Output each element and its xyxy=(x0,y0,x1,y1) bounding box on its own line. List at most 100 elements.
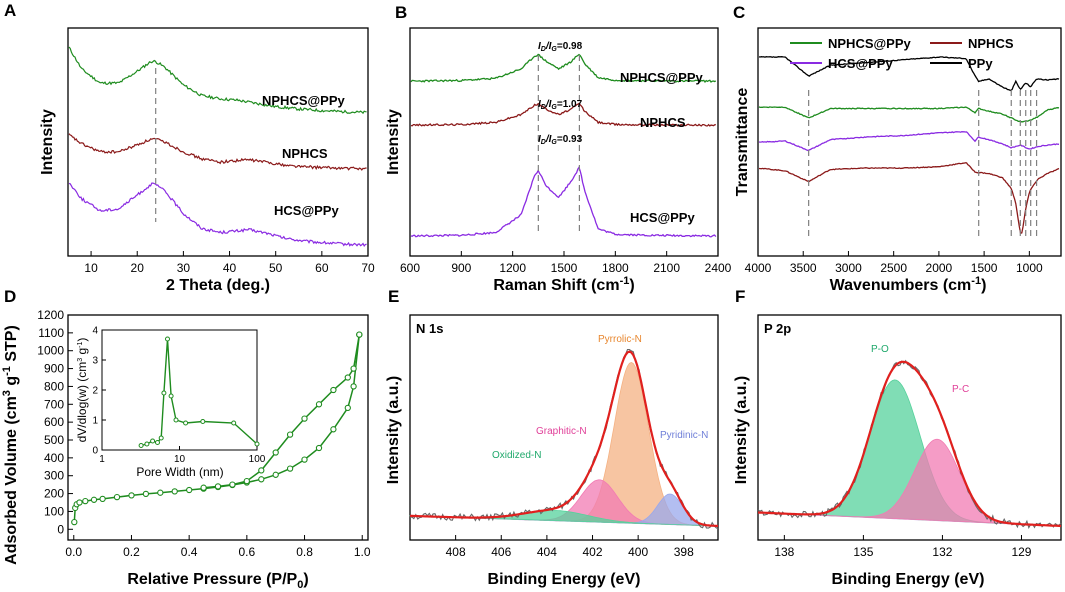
data-point-d-adsorption-7 xyxy=(113,493,121,501)
x-c-tick-label-2: 3000 xyxy=(835,261,862,275)
panel-letter-f: F xyxy=(735,287,745,306)
plot-area-e xyxy=(409,348,719,530)
x-d-tick-label-1: 0.2 xyxy=(123,545,140,559)
x-e-tick-label-5: 398 xyxy=(674,545,694,559)
data-point-d-desorption-1 xyxy=(350,365,357,372)
data-point-d-adsorption-9 xyxy=(142,490,150,498)
inset-data-point-7 xyxy=(168,393,174,399)
x-b-tick-label-0: 600 xyxy=(400,261,420,275)
y-d-tick-label-5: 500 xyxy=(44,433,64,447)
plot-frame-d xyxy=(67,314,369,541)
data-point-d-desorption-3 xyxy=(330,386,337,394)
inset-plot-area xyxy=(138,336,260,448)
x-d-tick-label-2: 0.4 xyxy=(181,545,198,559)
x-axis-title-a: 2 Theta (deg.) xyxy=(166,277,270,294)
data-point-d-adsorption-24 xyxy=(350,383,357,390)
x-f-tick-label-1: 135 xyxy=(853,545,873,559)
inset-data-point-5 xyxy=(161,390,167,396)
panel-letter-c: C xyxy=(733,3,745,22)
plot-frame-e xyxy=(409,314,719,541)
data-point-d-adsorption-22 xyxy=(330,426,337,433)
inset-y-tick-label-2: 2 xyxy=(92,386,98,397)
x-axis-title-f: Binding Energy (eV) xyxy=(832,571,985,588)
x-e-tick-label-3: 402 xyxy=(583,545,603,559)
data-point-d-adsorption-5 xyxy=(90,496,98,503)
panel-e: E 408 406 404 402 400 398 N 1s Binding Energy… xyxy=(385,287,719,588)
x-a-tick-label-6: 70 xyxy=(361,261,375,275)
series-label-a-nphcs-ppy: NPHCS@PPy xyxy=(262,93,346,108)
inset-data-point-0 xyxy=(138,443,144,448)
series-line-b-nphcs-ppy xyxy=(410,53,717,84)
series-line-c-ppy xyxy=(758,56,1060,92)
panel-c: C 4000 3500 3000 2500 2000 1500 1000 Wavenumbe… xyxy=(733,3,1062,294)
x-b-tick-label-1: 900 xyxy=(451,261,471,275)
plot-area-a xyxy=(68,46,367,247)
legend-label-nphcs: NPHCS xyxy=(968,36,1014,51)
peak-label-p-o: P-O xyxy=(871,344,889,355)
y-d-tick-label-9: 900 xyxy=(44,362,64,376)
x-e-tick-label-1: 406 xyxy=(491,545,511,559)
series-line-a-nphcs xyxy=(68,133,367,171)
y-axis-title-a: Intensity xyxy=(39,109,56,175)
inset-data-point-6 xyxy=(165,336,170,342)
data-point-d-desorption-4 xyxy=(315,401,323,408)
panel-letter-e: E xyxy=(388,287,399,306)
core-level-title-f: P 2p xyxy=(764,321,791,336)
peak-label-p-c: P-C xyxy=(952,384,969,395)
inset-y-tick-label-3: 3 xyxy=(92,356,98,367)
y-d-tick-label-6: 600 xyxy=(44,415,64,429)
inset-data-point-1 xyxy=(144,441,150,447)
x-ticks-f: 138 135 132 129 xyxy=(774,535,1032,559)
x-a-tick-label-3: 40 xyxy=(223,261,237,275)
inset-data-point-8 xyxy=(173,417,179,423)
x-e-tick-label-4: 400 xyxy=(628,545,648,559)
inset-y-tick-label-0: 0 xyxy=(92,446,98,457)
x-d-tick-label-4: 0.8 xyxy=(296,545,313,559)
y-d-tick-label-12: 1200 xyxy=(37,308,64,322)
panel-letter-d: D xyxy=(4,287,16,306)
data-point-d-desorption-5 xyxy=(301,415,308,422)
series-line-c-hcs-ppy xyxy=(758,131,1060,152)
y-d-tick-label-7: 700 xyxy=(44,397,64,411)
axis-ticks-d: 0.0 0.2 0.4 0.6 0.8 1.00100200300400500600700… xyxy=(37,308,371,559)
y-d-tick-label-10: 1000 xyxy=(37,344,64,358)
plot-area-d xyxy=(71,331,363,526)
data-point-d-desorption-11 xyxy=(214,483,222,490)
legend-label-ppy: PPy xyxy=(968,56,993,71)
inset-y-tick-label-1: 1 xyxy=(92,416,98,427)
y-d-tick-label-1: 100 xyxy=(44,504,64,518)
inset-data-point-12 xyxy=(254,441,260,447)
x-d-tick-label-5: 1.0 xyxy=(354,545,371,559)
inset-frame xyxy=(101,329,258,451)
x-axis-title-e: Binding Energy (eV) xyxy=(488,571,641,588)
y-d-tick-label-3: 300 xyxy=(44,469,64,483)
data-point-d-desorption-2 xyxy=(344,374,351,381)
x-a-tick-label-0: 10 xyxy=(84,261,98,275)
panel-f: F 138 135 132 129 P 2p Binding Energy (eV) … xyxy=(733,287,1062,588)
plot-frame-c xyxy=(757,27,1062,257)
inset-data-point-2 xyxy=(150,438,156,444)
inset-y-title: dV/dlog(w) (cm3 g-1) xyxy=(75,338,89,443)
data-point-d-adsorption-18 xyxy=(272,471,279,478)
core-level-title-e: N 1s xyxy=(416,321,443,336)
x-c-tick-label-5: 1500 xyxy=(971,261,998,275)
x-a-tick-label-4: 50 xyxy=(269,261,283,275)
x-b-tick-label-4: 1800 xyxy=(602,261,629,275)
x-c-tick-label-0: 4000 xyxy=(745,261,772,275)
inset-data-point-9 xyxy=(183,420,189,426)
series-line-b-hcs-ppy xyxy=(410,165,717,238)
x-ticks-e: 408 406 404 402 400 398 xyxy=(446,535,694,559)
x-ticks-b: 600 900 1200 1500 1800 2100 2400 xyxy=(400,251,732,275)
data-point-d-desorption-7 xyxy=(272,449,279,456)
x-f-tick-label-2: 132 xyxy=(932,545,952,559)
peak-label-pyrrolic-n: Pyrrolic-N xyxy=(598,334,642,345)
panel-letter-a: A xyxy=(4,1,16,20)
peak-label-oxidized-n: Oxidized-N xyxy=(492,450,541,461)
x-axis-title-b: Raman Shift (cm-1) xyxy=(493,275,634,294)
panel-b: B 600 900 1200 1500 1800 2100 2400 Raman Shift… xyxy=(385,3,732,294)
e-fit-envelope-line xyxy=(409,350,719,528)
x-axis-title-c: Wavenumbers (cm-1) xyxy=(830,275,987,294)
ratio-label-hcs-ppy: ID/IG=0.93 xyxy=(538,134,583,146)
legend-c: NPHCS@PPy NPHCS HCS@PPy PPy xyxy=(790,36,1014,71)
